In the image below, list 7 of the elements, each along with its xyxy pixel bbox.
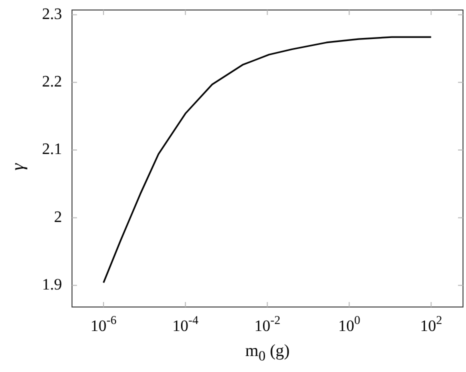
y-tick-label: 2.1 (42, 141, 62, 158)
y-tick-label: 2.3 (42, 6, 62, 23)
y-tick-label: 2 (54, 208, 62, 226)
y-tick-label: 1.9 (42, 276, 62, 294)
y-tick-label: 2.2 (42, 74, 62, 91)
x-axis-title: m$_{0}$ (g) (244, 341, 291, 364)
y-axis-title: γ (8, 163, 28, 171)
